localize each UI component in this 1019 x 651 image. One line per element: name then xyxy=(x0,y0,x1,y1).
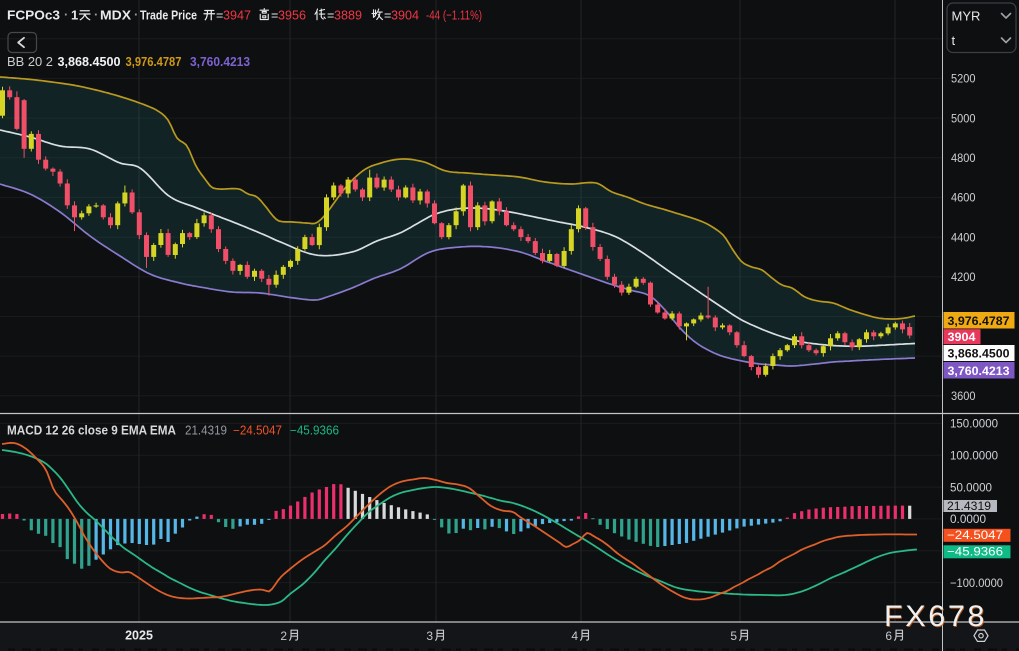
svg-text:FCPOc3: FCPOc3 xyxy=(7,8,60,23)
svg-text:5000: 5000 xyxy=(951,111,976,125)
svg-text:3889: 3889 xyxy=(334,8,362,23)
svg-text:3947: 3947 xyxy=(223,8,251,23)
svg-text:21.4319: 21.4319 xyxy=(947,501,991,513)
svg-text:MYR: MYR xyxy=(952,9,981,24)
svg-text:6: 6 xyxy=(885,629,892,643)
svg-text:−45.9366: −45.9366 xyxy=(947,545,1003,559)
svg-text:=: = xyxy=(384,9,391,23)
svg-text:4400: 4400 xyxy=(951,230,976,244)
svg-text:=: = xyxy=(327,9,334,23)
svg-text:2: 2 xyxy=(280,629,287,643)
svg-text:2025: 2025 xyxy=(125,629,153,643)
svg-text:150.0000: 150.0000 xyxy=(950,417,998,431)
svg-text:3,760.4213: 3,760.4213 xyxy=(190,55,250,69)
svg-text:3956: 3956 xyxy=(278,8,306,23)
svg-text:3,868.4500: 3,868.4500 xyxy=(948,347,1010,361)
svg-text:t: t xyxy=(952,33,956,48)
svg-text:MACD 12 26 close 9 EMA EMA: MACD 12 26 close 9 EMA EMA xyxy=(7,424,176,438)
svg-text:−24.5047: −24.5047 xyxy=(947,528,1003,542)
svg-text:4600: 4600 xyxy=(951,191,976,205)
svg-text:3600: 3600 xyxy=(951,389,976,403)
svg-text:BB 20 2: BB 20 2 xyxy=(7,55,53,69)
svg-text:−100.0000: −100.0000 xyxy=(950,576,1003,590)
svg-text:Trade Price: Trade Price xyxy=(140,8,197,23)
svg-text:=: = xyxy=(271,9,278,23)
svg-text:FX678: FX678 xyxy=(884,600,987,633)
svg-text:5: 5 xyxy=(730,629,737,643)
svg-text:4: 4 xyxy=(571,629,578,643)
svg-text:100.0000: 100.0000 xyxy=(950,448,998,462)
svg-text:-44 (−1.11%): -44 (−1.11%) xyxy=(426,8,482,23)
svg-text:=: = xyxy=(216,9,223,23)
svg-text:21.4319: 21.4319 xyxy=(185,424,227,438)
svg-text:FX678: FX678 xyxy=(885,601,988,634)
svg-text:·: · xyxy=(94,7,98,22)
svg-text:3,760.4213: 3,760.4213 xyxy=(948,364,1010,378)
svg-text:−24.5047: −24.5047 xyxy=(233,424,282,438)
svg-text:3,976.4787: 3,976.4787 xyxy=(126,55,182,69)
svg-text:50.0000: 50.0000 xyxy=(950,480,992,494)
svg-text:3904: 3904 xyxy=(948,330,976,344)
svg-text:5200: 5200 xyxy=(951,72,976,86)
svg-text:3,976.4787: 3,976.4787 xyxy=(948,314,1010,328)
svg-text:·: · xyxy=(134,7,138,22)
svg-text:3904: 3904 xyxy=(391,8,419,23)
svg-text:0.0000: 0.0000 xyxy=(950,512,986,526)
svg-text:·: · xyxy=(64,7,68,22)
svg-text:−45.9366: −45.9366 xyxy=(290,424,339,438)
svg-text:4200: 4200 xyxy=(951,270,976,284)
svg-text:3: 3 xyxy=(426,629,433,643)
svg-text:4800: 4800 xyxy=(951,151,976,165)
svg-text:1: 1 xyxy=(71,8,78,23)
svg-text:MDX: MDX xyxy=(100,8,131,23)
svg-text:3,868.4500: 3,868.4500 xyxy=(58,55,121,69)
